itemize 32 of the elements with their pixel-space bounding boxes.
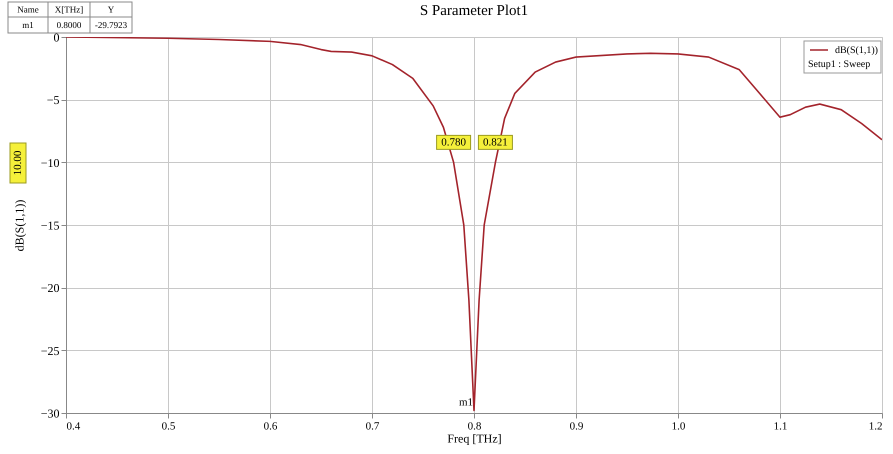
text: X[THz] — [54, 4, 84, 14]
y-tick-label: −5 — [46, 93, 60, 108]
text: -29.7923 — [94, 20, 128, 30]
y-axis-title: dB(S(1,1)) — [12, 200, 27, 252]
annotation: Setup1 : Sweep — [808, 59, 870, 70]
line-series — [66, 37, 882, 412]
x-tick-label: 0.4 — [66, 420, 81, 432]
annotation: 0.821 — [483, 136, 508, 148]
text: Y — [108, 4, 115, 14]
x-tick-label: 0.7 — [366, 420, 380, 432]
y-tick-label: −30 — [40, 406, 60, 420]
text: 0.8000 — [56, 20, 82, 30]
y-tick-label: −25 — [40, 344, 60, 358]
text: m1 — [22, 20, 34, 30]
chart-title: S Parameter Plot1 — [420, 3, 528, 19]
annotation: 0.780 — [441, 136, 466, 148]
x-axis-title: Freq [THz] — [447, 432, 502, 446]
x-tick-label: 0.6 — [264, 420, 278, 432]
text: Name — [17, 4, 39, 14]
y-tick-label: −20 — [40, 281, 60, 296]
x-tick-label: 0.5 — [162, 420, 176, 432]
y-tick-label: 0 — [54, 30, 60, 44]
annotation: m1 — [458, 396, 474, 408]
x-tick-label: 1.2 — [868, 420, 882, 432]
x-tick-label: 0.8 — [468, 420, 482, 432]
y-tick-label: −10 — [40, 156, 60, 170]
text: 10.00 — [12, 150, 24, 176]
x-tick-label: 1.1 — [774, 420, 788, 432]
x-tick-label: 0.9 — [570, 420, 584, 432]
x-tick-label: 1.0 — [672, 420, 686, 432]
y-tick-label: −15 — [40, 218, 60, 232]
legend-label: dB(S(1,1)) — [834, 45, 878, 56]
